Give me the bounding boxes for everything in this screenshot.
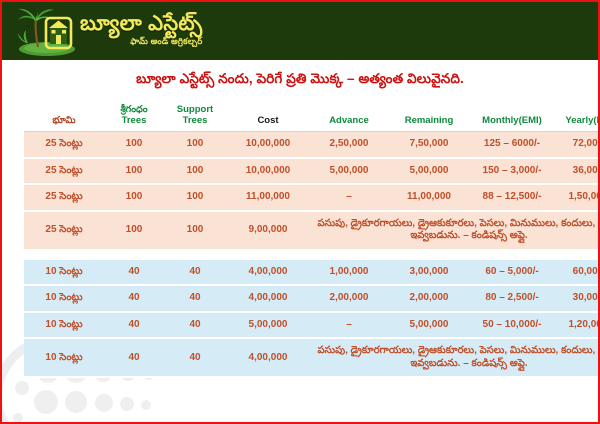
table-row: 10 సెంట్లు 40 40 4,00,000 1,00,000 3,00,… — [24, 259, 598, 287]
table-row: 10 సెంట్లు 40 40 5,00,000 – 5,00,000 50 … — [24, 311, 598, 340]
column-header-yearly-emi: Yearly(EMI) — [554, 101, 598, 133]
table-row: 10 సెంట్లు 40 40 4,00,000 2,00,000 2,00,… — [24, 285, 598, 313]
rates-table-wrapper: భూమి శ్రీగంధం Trees Support Trees Cost A… — [24, 101, 598, 379]
cell-sandalwood-trees: 100 — [104, 184, 164, 212]
column-header-sandalwood-trees-line2: Trees — [121, 115, 147, 127]
cell-advance: 1,00,000 — [310, 259, 388, 287]
rates-table: భూమి శ్రీగంధం Trees Support Trees Cost A… — [24, 101, 598, 379]
cell-remaining: 11,00,000 — [388, 184, 470, 212]
cell-yearly-emi: 72,000/- — [554, 131, 598, 159]
column-header-land: భూమి — [24, 101, 104, 133]
cell-benefits-note: పసుపు, డ్రైకూరగాయలు, డ్రైఆకుకూరలు, పెసలు… — [310, 338, 598, 379]
cell-land: 10 సెంట్లు — [24, 285, 104, 313]
cell-monthly-emi: 88 – 12,500/- — [470, 184, 554, 212]
cell-remaining: 2,00,000 — [388, 285, 470, 313]
cell-sandalwood-trees: 40 — [104, 259, 164, 287]
column-header-cost: Cost — [226, 101, 310, 133]
table-row: 25 సెంట్లు 100 100 10,00,000 2,50,000 7,… — [24, 131, 598, 159]
cell-support-trees: 40 — [164, 338, 226, 379]
cell-sandalwood-trees: 100 — [104, 157, 164, 186]
cell-remaining: 5,00,000 — [388, 311, 470, 340]
cell-monthly-emi: 50 – 10,000/- — [470, 311, 554, 340]
table-row: 25 సెంట్లు 100 100 10,00,000 5,00,000 5,… — [24, 157, 598, 186]
column-header-monthly-emi: Monthly(EMI) — [470, 101, 554, 133]
cell-support-trees: 100 — [164, 157, 226, 186]
cell-land: 25 సెంట్లు — [24, 131, 104, 159]
cell-support-trees: 100 — [164, 131, 226, 159]
cell-yearly-emi: 1,20,000/- — [554, 311, 598, 340]
cell-land: 25 సెంట్లు — [24, 184, 104, 212]
table-header-row: భూమి శ్రీగంధం Trees Support Trees Cost A… — [24, 101, 598, 133]
cell-monthly-emi: 125 – 6000/- — [470, 131, 554, 159]
table-row: 25 సెంట్లు 100 100 9,00,000 పసుపు, డ్రైక… — [24, 210, 598, 251]
cell-land: 10 సెంట్లు — [24, 311, 104, 340]
cell-yearly-emi: 36,000/- — [554, 157, 598, 186]
cell-remaining: 7,50,000 — [388, 131, 470, 159]
table-body: 25 సెంట్లు 100 100 10,00,000 2,50,000 7,… — [24, 131, 598, 379]
cell-remaining: 3,00,000 — [388, 259, 470, 287]
column-header-sandalwood-trees-line1: శ్రీగంధం — [120, 104, 148, 115]
brand-text-block: బ్యూలా ఎస్టేట్స్ ఫామ్ అండ్ అగ్రికల్చర్ — [80, 11, 203, 49]
palm-tree-house-logo-icon — [16, 5, 78, 57]
cell-remaining: 5,00,000 — [388, 157, 470, 186]
column-header-sandalwood-trees: శ్రీగంధం Trees — [104, 101, 164, 133]
table-row: 10 సెంట్లు 40 40 4,00,000 పసుపు, డ్రైకూర… — [24, 338, 598, 379]
cell-cost: 11,00,000 — [226, 184, 310, 212]
cell-support-trees: 40 — [164, 259, 226, 287]
cell-support-trees: 40 — [164, 285, 226, 313]
cell-yearly-emi: 1,50,000/- — [554, 184, 598, 212]
page-header: బ్యూలా ఎస్టేట్స్ ఫామ్ అండ్ అగ్రికల్చర్ — [2, 2, 598, 60]
group-separator — [24, 249, 598, 260]
cell-monthly-emi: 60 – 5,000/- — [470, 259, 554, 287]
cell-yearly-emi: 60,000/- — [554, 259, 598, 287]
cell-advance: – — [310, 311, 388, 340]
brand-subtitle: ఫామ్ అండ్ అగ్రికల్చర్ — [130, 36, 203, 47]
cell-land: 25 సెంట్లు — [24, 157, 104, 186]
cell-cost: 9,00,000 — [226, 210, 310, 251]
cell-land: 10 సెంట్లు — [24, 259, 104, 287]
cell-sandalwood-trees: 40 — [104, 338, 164, 379]
page-title: బ్యూలా ఎస్టేట్స్ నందు, పెరిగే ప్రతి మొక్… — [136, 71, 464, 86]
cell-sandalwood-trees: 100 — [104, 131, 164, 159]
cell-support-trees: 40 — [164, 311, 226, 340]
cell-advance: – — [310, 184, 388, 212]
cell-land: 25 సెంట్లు — [24, 210, 104, 251]
cell-support-trees: 100 — [164, 210, 226, 251]
cell-sandalwood-trees: 100 — [104, 210, 164, 251]
cell-cost: 4,00,000 — [226, 285, 310, 313]
page-body: బ్యూలా ఎస్టేట్స్ నందు, పెరిగే ప్రతి మొక్… — [2, 60, 598, 422]
table-row: 25 సెంట్లు 100 100 11,00,000 – 11,00,000… — [24, 184, 598, 212]
group-separator-cell — [24, 249, 598, 260]
cell-yearly-emi: 30,000/- — [554, 285, 598, 313]
cell-monthly-emi: 80 – 2,500/- — [470, 285, 554, 313]
cell-support-trees: 100 — [164, 184, 226, 212]
cell-cost: 10,00,000 — [226, 157, 310, 186]
column-header-remaining: Remaining — [388, 101, 470, 133]
cell-cost: 4,00,000 — [226, 338, 310, 379]
cell-cost: 5,00,000 — [226, 311, 310, 340]
cell-cost: 10,00,000 — [226, 131, 310, 159]
cell-sandalwood-trees: 40 — [104, 285, 164, 313]
column-header-support-trees-line1: Support — [176, 104, 214, 115]
table-header: భూమి శ్రీగంధం Trees Support Trees Cost A… — [24, 101, 598, 133]
cell-monthly-emi: 150 – 3,000/- — [470, 157, 554, 186]
cell-cost: 4,00,000 — [226, 259, 310, 287]
cell-advance: 2,00,000 — [310, 285, 388, 313]
column-header-support-trees-line2: Trees — [182, 115, 208, 127]
cell-sandalwood-trees: 40 — [104, 311, 164, 340]
cell-advance: 2,50,000 — [310, 131, 388, 159]
cell-land: 10 సెంట్లు — [24, 338, 104, 379]
brand-logo[interactable]: బ్యూలా ఎస్టేట్స్ ఫామ్ అండ్ అగ్రికల్చర్ — [16, 4, 203, 58]
column-header-advance: Advance — [310, 101, 388, 133]
brand-title: బ్యూలా ఎస్టేట్స్ — [80, 11, 203, 35]
cell-advance: 5,00,000 — [310, 157, 388, 186]
cell-benefits-note: పసుపు, డ్రైకూరగాయలు, డ్రైఆకుకూరలు, పెసలు… — [310, 210, 598, 251]
column-header-support-trees: Support Trees — [164, 101, 226, 133]
